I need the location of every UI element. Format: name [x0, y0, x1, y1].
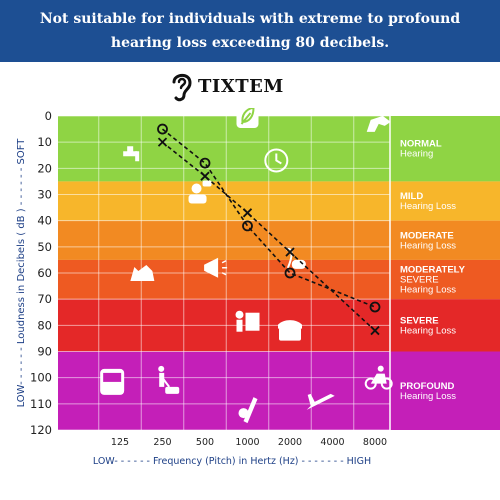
zone-label: Hearing Loss	[400, 285, 456, 296]
data-point-o	[242, 220, 253, 232]
brand-logo: TIXTEM	[170, 68, 284, 104]
y-tick-label: 0	[45, 109, 52, 123]
zone-label: Hearing Loss	[400, 325, 456, 336]
airplane-icon	[306, 393, 335, 410]
zone-band	[58, 220, 500, 260]
series-line	[162, 141, 376, 332]
person-talking-icon	[188, 180, 212, 204]
x-tick-label: 1000	[235, 437, 259, 448]
data-point-o	[157, 123, 168, 135]
zone-label: MODERATELY	[400, 265, 466, 276]
zone-label: NORMAL	[400, 139, 442, 150]
bus-icon	[100, 368, 125, 395]
data-point-o	[199, 157, 211, 169]
lawn-mower-icon	[158, 365, 180, 394]
dog-icon	[130, 265, 155, 281]
leaf-icon	[236, 108, 259, 128]
x-tick-label: 4000	[320, 437, 344, 448]
zone-label: SEVERE	[400, 315, 439, 326]
zone-band	[58, 181, 500, 221]
motorcycle-icon	[364, 365, 393, 390]
zone-label: MODERATE	[400, 230, 454, 241]
y-tick-label: 110	[30, 397, 52, 411]
y-axis-label: LOW- - - - - - Loudness in Decibels ( dB…	[16, 138, 27, 408]
zone-label: Hearing Loss	[400, 201, 456, 212]
data-point-x	[242, 208, 253, 218]
y-tick-label: 30	[37, 188, 52, 202]
megaphone-icon	[204, 257, 228, 278]
y-tick-label: 60	[37, 266, 52, 280]
banner-line-2: hearing loss exceeding 80 decibels.	[110, 35, 390, 51]
x-axis-label: LOW- - - - - - Frequency (Pitch) in Hert…	[93, 456, 371, 467]
banner-line-1: Not suitable for individuals with extrem…	[39, 11, 461, 27]
data-point-o	[284, 267, 296, 279]
y-tick-label: 50	[37, 240, 52, 254]
zone-label: PROFOUND	[400, 381, 455, 392]
zone-label: MILD	[400, 191, 423, 202]
y-tick-label: 120	[30, 423, 52, 437]
data-point-x	[157, 137, 168, 147]
zone-label: Hearing Loss	[400, 240, 456, 251]
x-tick-label: 2000	[278, 437, 302, 448]
piano-icon	[235, 310, 260, 332]
ear-icon	[172, 73, 192, 102]
zone-band	[58, 351, 500, 430]
faucet-icon	[123, 146, 140, 162]
y-tick-label: 20	[37, 161, 52, 175]
x-tick-label: 8000	[363, 437, 387, 448]
x-tick-label: 500	[196, 437, 214, 448]
telephone-icon	[278, 320, 302, 341]
clock-icon	[264, 148, 289, 173]
data-point-o	[369, 301, 381, 313]
data-point-x	[200, 171, 210, 181]
y-tick-label: 40	[37, 214, 52, 228]
data-point-x	[285, 247, 295, 257]
y-tick-label: 100	[30, 371, 52, 385]
data-point-x	[370, 325, 380, 336]
warning-banner: Not suitable for individuals with extrem…	[0, 0, 500, 62]
chainsaw-icon	[238, 397, 258, 424]
zone-label: Hearing	[400, 149, 433, 160]
zone-label: Hearing Loss	[400, 391, 456, 402]
brand-name: TIXTEM	[198, 75, 284, 97]
y-tick-label: 70	[37, 292, 52, 306]
series-line	[162, 128, 376, 308]
x-tick-label: 250	[153, 437, 171, 448]
zone-label: SEVERE	[400, 275, 439, 286]
y-tick-label: 90	[37, 345, 52, 359]
y-tick-label: 10	[37, 135, 52, 149]
birds-icon	[366, 111, 391, 132]
x-tick-label: 125	[111, 437, 129, 448]
y-tick-label: 80	[37, 318, 52, 332]
